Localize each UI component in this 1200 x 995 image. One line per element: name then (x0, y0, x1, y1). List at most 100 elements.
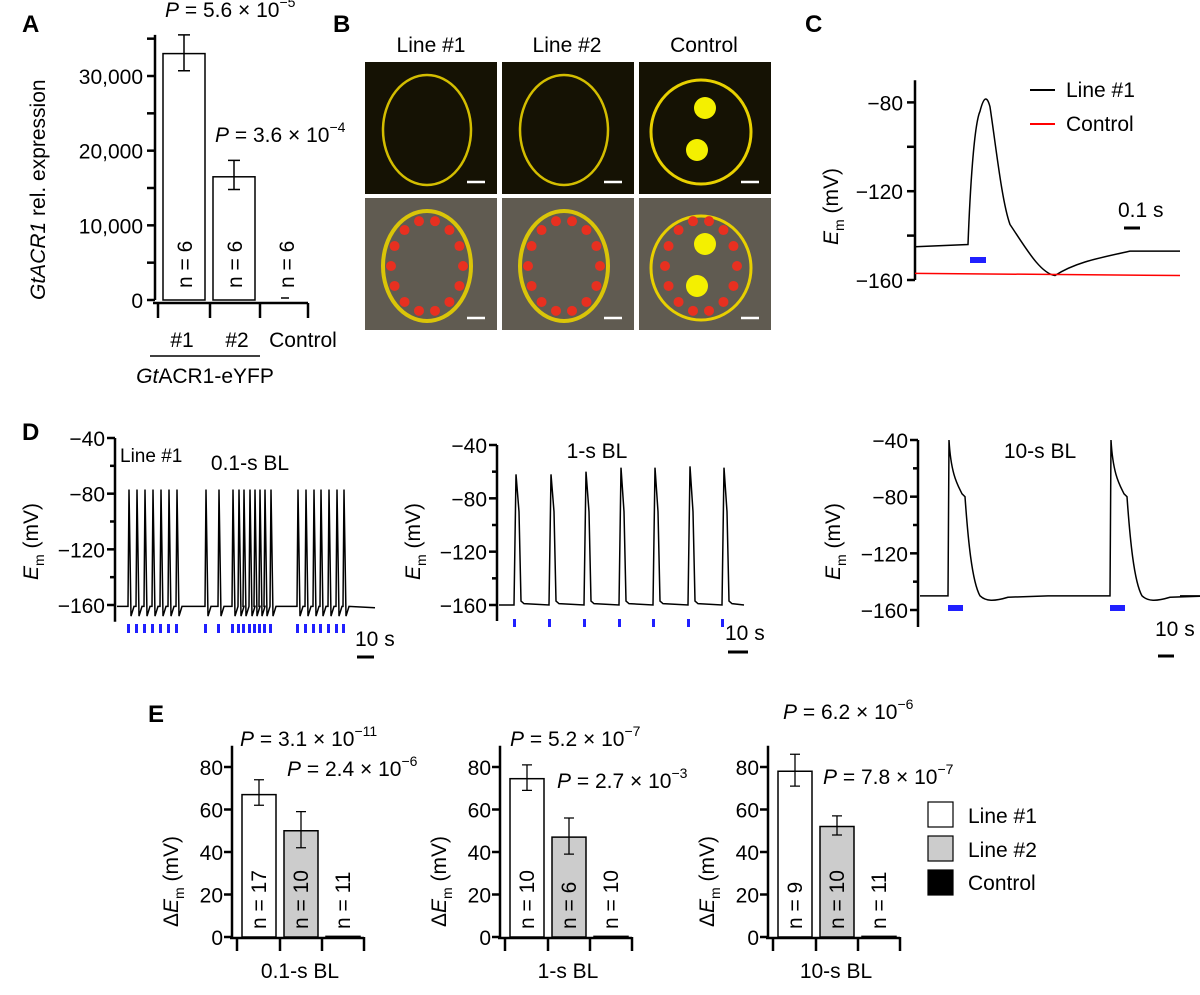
panel-d1-y-tick-label: −40 (69, 428, 105, 451)
panel-a-y-tick-label: 0 (131, 290, 143, 313)
chloroplast (526, 280, 537, 291)
panel-e2-category: 1-s BL (538, 960, 599, 983)
ylabel-part: (mV) (160, 836, 183, 887)
ylabel-part: (mV) (696, 836, 719, 887)
panel-d1-stimulus (248, 624, 251, 633)
panel-d1-stimulus (127, 624, 130, 633)
panel-a-ylabel: GtACR1 rel. expression (27, 79, 50, 300)
panel-c-trace-line1 (914, 98, 1180, 277)
panel-d1-stimulus (335, 624, 338, 633)
panel-d1-y-tick-label: −80 (69, 484, 105, 507)
panel-label-d: D (22, 419, 39, 446)
chloroplast (526, 241, 537, 252)
panel-e2-p-value-2: P = 2.7 × 10−3 (557, 765, 688, 793)
panel-c-y-tick-label: −80 (867, 92, 903, 115)
p-value-part: = 3.1 × 10 (254, 728, 354, 751)
panel-d1-stimulus (296, 624, 299, 633)
panel-d2-stimulus (513, 619, 516, 627)
guard-cell-outline (381, 73, 473, 187)
chloroplast (732, 261, 742, 271)
p-value-part: P (240, 728, 254, 751)
panel-d3-ylabel: Em (mV) (822, 503, 849, 580)
panel-e1-n-label: n = 10 (290, 870, 313, 929)
chloroplast (591, 280, 602, 291)
p-value-part: −6 (897, 696, 913, 712)
chloroplast (550, 216, 561, 227)
panel-e3-y-tick-label: 60 (736, 800, 759, 823)
panel-d1-stimulus (342, 624, 345, 633)
panel-d-line-label: Line #1 (120, 446, 182, 467)
chloroplast (389, 241, 400, 252)
panel-e2-error-bar (564, 817, 574, 855)
p-value-part: −11 (354, 723, 377, 739)
panel-e1-error-bar (296, 810, 306, 849)
panel-b-column-2: Line #2 (533, 34, 602, 57)
panel-e2-n-label: n = 6 (558, 882, 581, 929)
p-value-part: = 2.4 × 10 (301, 758, 401, 781)
panel-b-image-2-2 (502, 198, 634, 330)
panel-d1-stimulus (204, 624, 207, 633)
panel-d1-stimulus (231, 624, 234, 633)
panel-c-legend-control: Control (1066, 113, 1134, 136)
panel-a-bar (162, 52, 206, 301)
ylabel-part: m (439, 887, 455, 899)
panel-d3-y-tick-label: −160 (861, 600, 908, 623)
image-background (639, 62, 771, 194)
p-value-part: P (783, 701, 797, 724)
chloroplast (591, 241, 602, 252)
panel-e3-error-bar (832, 815, 842, 836)
nucleus (686, 275, 708, 297)
p-value-part: −7 (624, 723, 640, 739)
chloroplast (413, 216, 424, 227)
panel-e1-y-tick-label: 40 (200, 842, 223, 865)
panel-c-ylabel: Em (mV) (820, 168, 847, 245)
chloroplast (389, 280, 400, 291)
panel-d1-stimulus (242, 624, 245, 633)
panel-e2-error-bar (522, 764, 532, 792)
panel-e2-p-value-1: P = 5.2 × 10−7 (510, 723, 641, 751)
panel-d3-trace (920, 439, 1200, 602)
panel-b-image-2-3 (639, 198, 771, 330)
panel-b-image-grid: Line #1 Line #2 Control (365, 34, 771, 330)
image-background (365, 62, 497, 194)
nucleus (694, 97, 716, 119)
panel-d3-stimulus (948, 605, 963, 611)
chloroplast (399, 225, 410, 236)
chloroplast (673, 296, 684, 307)
ylabel-part: Δ (428, 913, 451, 927)
panel-d2-stimulus (618, 619, 621, 627)
panel-e2-bar (593, 935, 629, 939)
guard-cell-outline (518, 73, 610, 187)
panel-d1-stimulus (304, 624, 307, 633)
panel-e1-y-tick-label: 60 (200, 800, 223, 823)
panel-a-n-label: n = 6 (276, 241, 299, 288)
panel-e2-ylabel: ΔEm (mV) (428, 836, 455, 927)
panel-d1-stimulus (175, 624, 178, 633)
panel-d1-stimulus (151, 624, 154, 633)
panel-d2-stimulus (652, 619, 655, 627)
panel-e1-y-tick-label: 80 (200, 757, 223, 780)
panel-d1-stimulus (327, 624, 330, 633)
p-value-part: P (823, 766, 837, 789)
chloroplast (581, 225, 592, 236)
panel-e3-ylabel: ΔEm (mV) (696, 836, 723, 927)
panel-d3-y-tick-label: −40 (872, 430, 908, 453)
panel-e-legend-swatch-line2 (927, 835, 954, 862)
chloroplast (399, 296, 410, 307)
panel-e1-n-label: n = 11 (332, 872, 355, 929)
chloroplast (430, 305, 441, 316)
panel-b-image-1-3 (639, 62, 771, 194)
chloroplast (704, 216, 715, 227)
panel-e1-y-tick-label: 0 (211, 927, 223, 950)
panel-d1-stimulus (135, 624, 138, 633)
panel-d1-title: 0.1-s BL (211, 452, 289, 475)
panel-e-legend-line1: Line #1 (968, 805, 1037, 828)
panel-e1-n-label: n = 17 (248, 870, 271, 929)
nucleus (694, 233, 716, 255)
panel-e3-y-tick-label: 20 (736, 885, 759, 908)
panel-a-n-label: n = 6 (224, 241, 247, 288)
panel-d1-stimulus (217, 624, 220, 633)
panel-e3-n-label: n = 10 (826, 870, 849, 929)
chloroplast (595, 261, 605, 271)
panel-label-c: C (805, 11, 822, 38)
